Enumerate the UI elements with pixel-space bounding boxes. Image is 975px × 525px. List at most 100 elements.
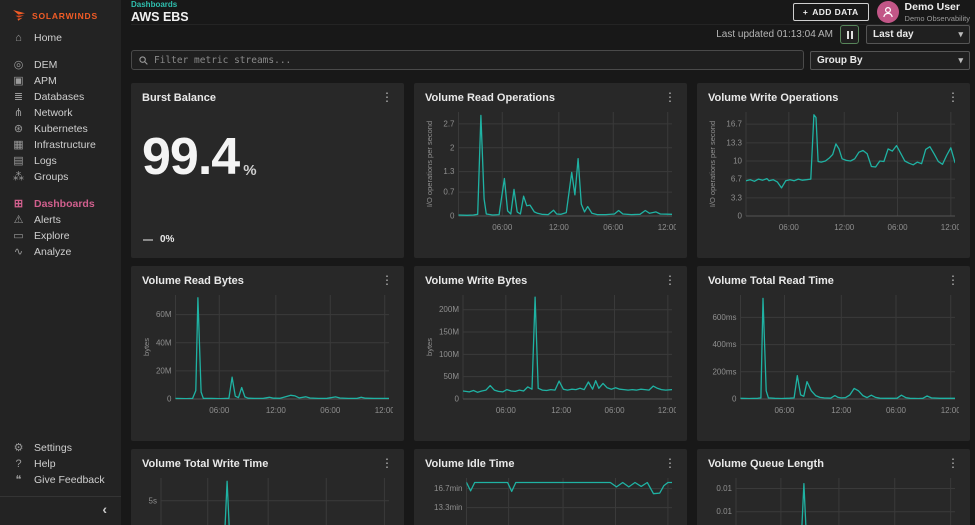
- legend-dash-icon: [143, 238, 153, 241]
- kebab-menu-icon[interactable]: ⋮: [664, 90, 676, 104]
- svg-text:200M: 200M: [439, 305, 459, 314]
- pause-button[interactable]: [840, 25, 859, 44]
- svg-text:400ms: 400ms: [712, 340, 736, 349]
- svg-text:12:00: 12:00: [658, 223, 676, 232]
- search-box: [131, 50, 804, 70]
- svg-text:60M: 60M: [156, 310, 172, 319]
- sidebar-item-infrastructure[interactable]: ▦ Infrastructure: [0, 137, 121, 153]
- svg-text:5s: 5s: [149, 496, 157, 505]
- dashboard-grid: Burst Balance ⋮ 99.4% 0% Volume Read Operati…: [131, 83, 970, 525]
- sidebar-item-logs[interactable]: ▤ Logs: [0, 153, 121, 169]
- svg-text:200ms: 200ms: [712, 367, 736, 376]
- sidebar-item-label: Databases: [34, 91, 85, 103]
- sidebar-item-dashboards[interactable]: ⊞ Dashboards: [0, 196, 121, 212]
- line-chart: 06:00 12:00 06:00 12:00 0 200ms 400ms 600ms: [712, 295, 961, 415]
- kubernetes-icon: ⊛: [13, 123, 24, 135]
- metric-unit: %: [243, 161, 257, 179]
- add-data-button[interactable]: + ADD DATA: [792, 3, 869, 21]
- svg-text:0: 0: [455, 395, 460, 404]
- groups-icon: ⁂: [13, 171, 24, 183]
- svg-text:12:00: 12:00: [266, 406, 287, 415]
- card-title: Volume Write Bytes: [425, 275, 528, 287]
- last-updated-text: Last updated 01:13:04 AM: [716, 29, 833, 40]
- kebab-menu-icon[interactable]: ⋮: [381, 456, 393, 470]
- kebab-menu-icon[interactable]: ⋮: [381, 273, 393, 287]
- settings-icon: ⚙: [13, 442, 24, 454]
- card-volume-read-operations: Volume Read Operations ⋮ 06:00 12:00 06:00 12…: [414, 83, 687, 258]
- svg-text:1.3: 1.3: [443, 167, 455, 176]
- line-chart: 06:00 12:00 06:00 12:00 0 0.7 1.3 2 2.7 I/O opera…: [425, 112, 678, 232]
- svg-text:12:00: 12:00: [658, 406, 676, 415]
- sidebar-collapse-icon[interactable]: ‹: [102, 501, 107, 517]
- svg-text:06:00: 06:00: [774, 406, 795, 415]
- sidebar-item-help[interactable]: ? Help: [0, 456, 121, 472]
- line-chart: 06:00 12:00 06:00 12:00 0 20M 40M 60M bytes: [142, 295, 395, 415]
- sidebar-item-dem[interactable]: ◎ DEM: [0, 57, 121, 73]
- pause-icon: [846, 30, 849, 39]
- databases-icon: ≣: [13, 91, 24, 103]
- time-range-select[interactable]: Last day ▾: [866, 25, 970, 44]
- sidebar-item-label: DEM: [34, 59, 58, 71]
- svg-text:600ms: 600ms: [712, 313, 736, 322]
- sidebar-item-home[interactable]: ⌂ Home: [0, 30, 121, 46]
- sidebar-item-databases[interactable]: ≣ Databases: [0, 89, 121, 105]
- solarwinds-logo-icon: [13, 10, 25, 21]
- sidebar-item-network[interactable]: ⋔ Network: [0, 105, 121, 121]
- kebab-menu-icon[interactable]: ⋮: [664, 456, 676, 470]
- sidebar-item-apm[interactable]: ▣ APM: [0, 73, 121, 89]
- kebab-menu-icon[interactable]: ⋮: [947, 90, 959, 104]
- svg-text:10: 10: [733, 156, 742, 165]
- sidebar-item-analyze[interactable]: ∿ Analyze: [0, 244, 121, 260]
- sidebar-item-settings[interactable]: ⚙ Settings: [0, 440, 121, 456]
- sidebar-item-give-feedback[interactable]: ❝ Give Feedback: [0, 472, 121, 488]
- avatar: [876, 1, 899, 23]
- card-volume-total-write-time: Volume Total Write Time ⋮ 06:0012:0006:001…: [131, 449, 404, 525]
- card-title: Volume Total Read Time: [708, 275, 834, 287]
- nav-group: ◎ DEM ▣ APM ≣ Databases ⋔ Network ⊛ Kubernetes ▦ In…: [0, 57, 121, 185]
- sidebar-item-groups[interactable]: ⁂ Groups: [0, 169, 121, 185]
- card-title: Volume Read Operations: [425, 92, 555, 104]
- svg-text:12:00: 12:00: [831, 406, 852, 415]
- svg-text:16.7: 16.7: [726, 120, 742, 129]
- line-chart: 06:00 12:00 06:00 12:00 0 50M 100M 150M 200M byte…: [425, 295, 678, 415]
- card-title: Volume Write Operations: [708, 92, 839, 104]
- svg-text:16.7min: 16.7min: [434, 484, 462, 493]
- metric-filter-input[interactable]: [154, 54, 796, 66]
- analyze-icon: ∿: [13, 246, 24, 258]
- svg-text:0: 0: [732, 395, 737, 404]
- nav-dash: ⊞ Dashboards ⚠ Alerts ▭ Explore ∿ Analyze: [0, 196, 121, 260]
- sidebar-item-label: Dashboards: [34, 198, 95, 210]
- dashboards-icon: ⊞: [13, 198, 24, 210]
- user-org: Demo Observability: [904, 14, 970, 23]
- sidebar-item-label: Network: [34, 107, 73, 119]
- kebab-menu-icon[interactable]: ⋮: [664, 273, 676, 287]
- svg-text:bytes: bytes: [142, 338, 151, 356]
- person-icon: [882, 6, 893, 18]
- sidebar-item-label: APM: [34, 75, 57, 87]
- breadcrumb[interactable]: Dashboards: [131, 0, 178, 9]
- card-title: Burst Balance: [142, 92, 216, 104]
- svg-text:06:00: 06:00: [886, 406, 907, 415]
- group-by-select[interactable]: Group By ▾: [810, 50, 970, 70]
- user-menu[interactable]: Demo User Demo Observability: [876, 1, 970, 23]
- svg-text:13.3min: 13.3min: [434, 503, 462, 512]
- search-icon: [139, 55, 148, 65]
- kebab-menu-icon[interactable]: ⋮: [381, 90, 393, 104]
- feedback-icon: ❝: [15, 474, 22, 486]
- main-area: Dashboards AWS EBS + ADD DATA: [121, 0, 975, 525]
- alerts-icon: ⚠: [13, 214, 24, 226]
- page-title: AWS EBS: [131, 10, 189, 24]
- sidebar-item-label: Explore: [34, 230, 70, 242]
- svg-text:12:00: 12:00: [834, 223, 855, 232]
- kebab-menu-icon[interactable]: ⋮: [947, 456, 959, 470]
- sidebar-item-alerts[interactable]: ⚠ Alerts: [0, 212, 121, 228]
- card-title: Volume Idle Time: [425, 458, 515, 470]
- sidebar-item-explore[interactable]: ▭ Explore: [0, 228, 121, 244]
- kebab-menu-icon[interactable]: ⋮: [947, 273, 959, 287]
- svg-text:06:00: 06:00: [605, 406, 626, 415]
- logs-icon: ▤: [13, 155, 24, 167]
- sidebar-item-kubernetes[interactable]: ⊛ Kubernetes: [0, 121, 121, 137]
- filter-bar: Group By ▾: [131, 50, 970, 70]
